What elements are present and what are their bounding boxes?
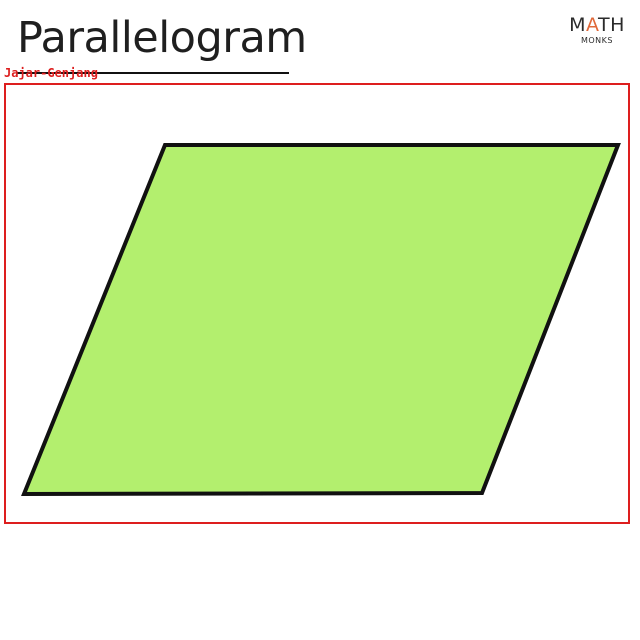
page-title: Parallelogram: [17, 13, 307, 63]
parallelogram-shape: [21, 143, 621, 497]
logo-letter-m: M: [569, 14, 586, 36]
logo-letters-th: TH: [598, 14, 625, 36]
math-monks-logo: MATH MONKS: [566, 14, 628, 54]
annotation-bounding-box: [4, 83, 630, 524]
title-underline: [16, 72, 289, 74]
logo-wordmark: MATH: [566, 14, 628, 36]
annotation-label: Jajar-Genjang: [4, 66, 98, 80]
logo-letter-a: A: [585, 14, 599, 36]
logo-subtitle: MONKS: [580, 36, 613, 45]
